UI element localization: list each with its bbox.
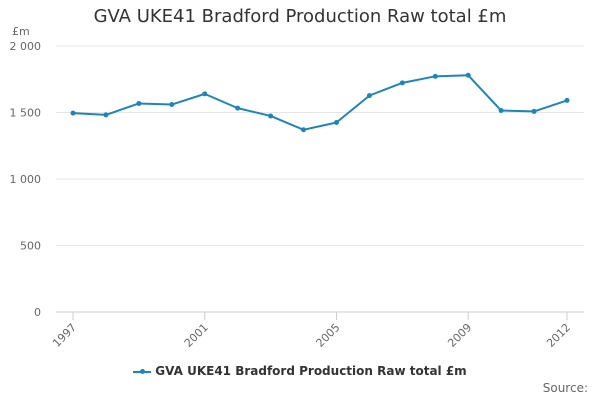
x-tick-label: 2012 bbox=[544, 321, 573, 350]
data-point-1997[interactable] bbox=[70, 110, 76, 116]
y-tick-label: 500 bbox=[20, 240, 41, 253]
data-point-2001[interactable] bbox=[202, 91, 208, 97]
data-point-2004[interactable] bbox=[301, 127, 307, 133]
data-point-2003[interactable] bbox=[268, 113, 274, 119]
data-points bbox=[70, 72, 570, 133]
x-tick-label: 1997 bbox=[50, 321, 79, 350]
x-tick-labels: 1997 2001 2005 2009 2012 bbox=[50, 312, 573, 350]
legend-label[interactable]: GVA UKE41 Bradford Production Raw total … bbox=[155, 364, 467, 378]
series-line-0 bbox=[72, 74, 568, 131]
data-point-2009[interactable] bbox=[465, 72, 471, 78]
data-point-2000[interactable] bbox=[169, 102, 175, 108]
chart-title: GVA UKE41 Bradford Production Raw total … bbox=[93, 6, 507, 27]
y-tick-label: 2 000 bbox=[10, 40, 42, 53]
legend[interactable]: GVA UKE41 Bradford Production Raw total … bbox=[0, 364, 600, 378]
data-point-1999[interactable] bbox=[136, 100, 142, 106]
source-label: Source: bbox=[542, 381, 588, 395]
grid-lines bbox=[56, 45, 584, 313]
data-point-2011[interactable] bbox=[531, 108, 537, 114]
y-tick-label: 1 000 bbox=[10, 173, 42, 186]
x-tick-label: 2005 bbox=[314, 321, 343, 350]
data-point-2005[interactable] bbox=[333, 119, 339, 125]
data-point-2008[interactable] bbox=[432, 73, 438, 79]
x-tick-label: 2009 bbox=[445, 321, 474, 350]
data-point-2010[interactable] bbox=[498, 108, 504, 114]
series-lines bbox=[72, 74, 568, 131]
legend-marker-icon bbox=[133, 368, 152, 374]
data-point-2002[interactable] bbox=[235, 105, 241, 111]
y-tick-labels: 0 500 1 000 1 500 2 000 bbox=[10, 40, 42, 319]
x-tick-label: 2001 bbox=[182, 321, 211, 350]
y-tick-label: 1 500 bbox=[10, 107, 42, 120]
data-point-2007[interactable] bbox=[399, 80, 405, 86]
data-point-2012[interactable] bbox=[564, 97, 570, 103]
y-tick-label: 0 bbox=[34, 306, 41, 319]
data-point-1998[interactable] bbox=[103, 112, 109, 118]
data-point-2006[interactable] bbox=[366, 93, 372, 99]
y-axis-unit-label: £m bbox=[12, 25, 30, 38]
